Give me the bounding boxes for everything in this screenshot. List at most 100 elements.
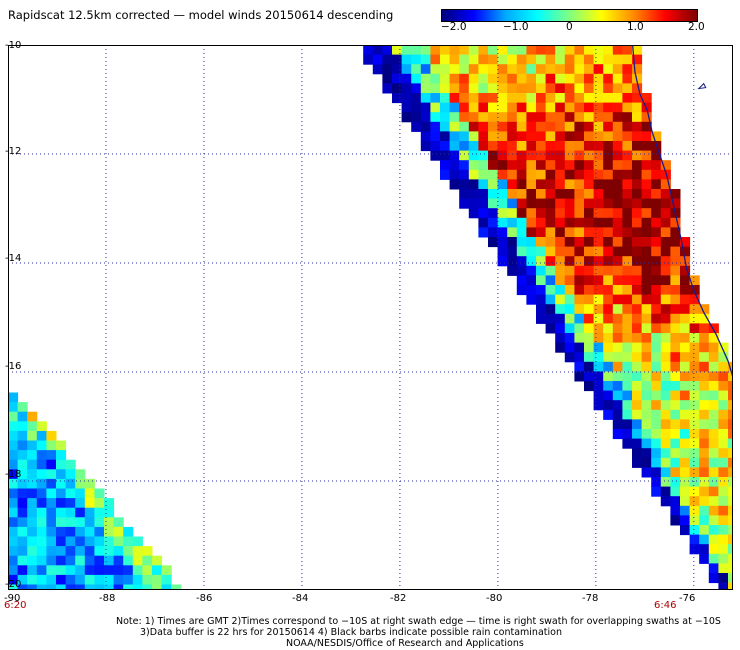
wind-cell xyxy=(104,517,115,528)
wind-cell xyxy=(651,400,662,411)
wind-cell xyxy=(574,198,585,209)
wind-cell xyxy=(382,45,393,56)
wind-cell xyxy=(75,565,86,576)
wind-cell xyxy=(555,83,566,94)
wind-cell xyxy=(516,93,527,104)
wind-cell xyxy=(497,121,508,132)
wind-cell xyxy=(708,467,719,478)
wind-cell xyxy=(56,507,67,518)
wind-cell xyxy=(689,505,700,516)
wind-cell xyxy=(660,429,671,440)
wind-cell xyxy=(545,198,556,209)
wind-cell xyxy=(497,83,508,94)
wind-cell xyxy=(632,227,643,238)
wind-cell xyxy=(574,304,585,315)
wind-cell xyxy=(689,467,700,478)
wind-cell xyxy=(689,525,700,536)
wind-cell xyxy=(632,361,643,372)
wind-cell xyxy=(651,265,662,276)
wind-cell xyxy=(622,217,633,228)
wind-cell xyxy=(680,275,691,286)
lon-label-78: -78 xyxy=(582,593,599,604)
wind-cell xyxy=(555,189,566,200)
wind-cell xyxy=(689,429,700,440)
wind-cell xyxy=(584,294,595,305)
wind-cell xyxy=(603,313,614,324)
colorbar-tick-minus1: −1.0 xyxy=(503,21,529,33)
wind-cell xyxy=(612,419,623,430)
wind-cell xyxy=(8,421,19,432)
wind-cell xyxy=(651,342,662,353)
wind-cell xyxy=(132,546,143,557)
wind-cell xyxy=(411,54,422,65)
wind-cell xyxy=(632,390,643,401)
wind-cell xyxy=(516,275,527,286)
wind-cell xyxy=(622,169,633,180)
wind-cell xyxy=(555,342,566,353)
wind-cell xyxy=(584,102,595,113)
wind-cell xyxy=(612,198,623,209)
wind-cell xyxy=(440,141,451,152)
wind-cell xyxy=(574,102,585,113)
wind-cell xyxy=(593,121,604,132)
wind-cell xyxy=(65,507,76,518)
wind-cell xyxy=(526,198,537,209)
wind-cell xyxy=(440,45,451,56)
wind-cell xyxy=(516,246,527,257)
wind-cell xyxy=(507,112,518,123)
wind-cell xyxy=(612,83,623,94)
wind-cell xyxy=(488,131,499,142)
wind-cell xyxy=(660,390,671,401)
wind-cell xyxy=(574,227,585,238)
wind-cell xyxy=(440,54,451,65)
wind-cell xyxy=(459,131,470,142)
lat-label-12: -12 xyxy=(5,146,22,157)
wind-cell xyxy=(632,93,643,104)
wind-cell xyxy=(8,411,19,422)
wind-cell xyxy=(593,169,604,180)
note-line-1: Note: 1) Times are GMT 2)Times correspon… xyxy=(116,616,721,627)
wind-cell xyxy=(564,352,575,363)
wind-cell xyxy=(641,400,652,411)
wind-cell xyxy=(420,45,431,56)
wind-cell xyxy=(17,421,28,432)
wind-cell xyxy=(641,352,652,363)
wind-cell xyxy=(574,169,585,180)
wind-cell xyxy=(8,440,19,451)
wind-cell xyxy=(555,45,566,56)
wind-cell xyxy=(488,160,499,171)
wind-cell xyxy=(526,265,537,276)
wind-cell xyxy=(75,507,86,518)
wind-cell xyxy=(670,381,681,392)
wind-cell xyxy=(651,179,662,190)
wind-cell xyxy=(680,313,691,324)
wind-cell xyxy=(584,45,595,56)
wind-cell xyxy=(555,323,566,334)
wind-cell xyxy=(545,237,556,248)
wind-cell xyxy=(651,371,662,382)
wind-cell xyxy=(651,189,662,200)
wind-cell xyxy=(488,189,499,200)
wind-cell xyxy=(660,333,671,344)
note-line-2: 3)Data buffer is 22 hrs for 20150614 4) … xyxy=(140,627,562,638)
wind-cell xyxy=(430,54,441,65)
wind-cell xyxy=(545,112,556,123)
wind-cell xyxy=(718,573,729,584)
wind-cell xyxy=(708,534,719,545)
wind-cell xyxy=(670,390,681,401)
wind-cell xyxy=(555,121,566,132)
map-frame xyxy=(8,45,733,590)
wind-cell xyxy=(536,237,547,248)
wind-cell xyxy=(27,507,38,518)
wind-cell xyxy=(46,517,57,528)
wind-cell xyxy=(689,534,700,545)
wind-cell xyxy=(401,112,412,123)
wind-cell xyxy=(104,536,115,547)
lon-label-82: -82 xyxy=(390,593,407,604)
wind-cell xyxy=(104,546,115,557)
wind-cell xyxy=(574,150,585,161)
wind-cell xyxy=(593,179,604,190)
wind-cell xyxy=(622,313,633,324)
wind-cell xyxy=(680,246,691,257)
wind-cell xyxy=(680,352,691,363)
